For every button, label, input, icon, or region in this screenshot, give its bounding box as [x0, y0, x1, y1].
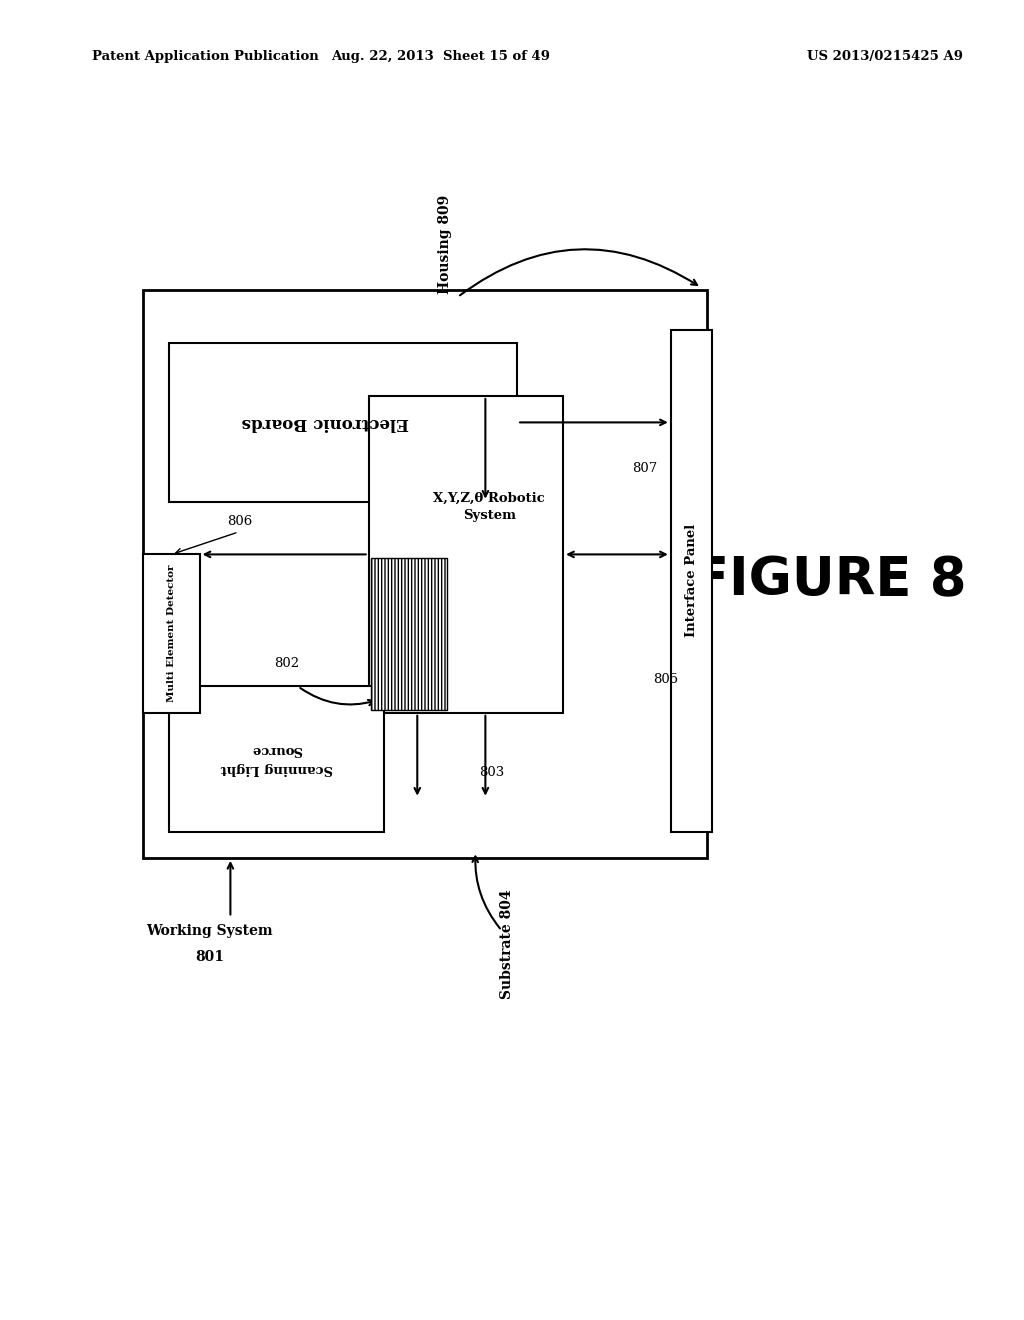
Bar: [369, 396, 563, 713]
Text: FIGURE 8: FIGURE 8: [692, 554, 967, 607]
Text: Patent Application Publication: Patent Application Publication: [92, 50, 318, 63]
Text: US 2013/0215425 A9: US 2013/0215425 A9: [807, 50, 963, 63]
Text: Housing 809: Housing 809: [438, 194, 453, 294]
Text: 803: 803: [479, 766, 505, 779]
Text: Electronic Boards: Electronic Boards: [242, 414, 410, 430]
Text: 806: 806: [227, 515, 253, 528]
Text: 807: 807: [632, 462, 657, 475]
Text: Aug. 22, 2013  Sheet 15 of 49: Aug. 22, 2013 Sheet 15 of 49: [331, 50, 550, 63]
Text: Substrate 804: Substrate 804: [500, 888, 514, 999]
Bar: [169, 343, 517, 502]
Bar: [371, 558, 447, 710]
Text: Interface Panel: Interface Panel: [685, 524, 697, 638]
Bar: [169, 686, 384, 832]
Bar: [143, 554, 200, 713]
Text: X,Y,Z,θ Robotic
System: X,Y,Z,θ Robotic System: [433, 491, 545, 523]
Text: 801: 801: [196, 950, 224, 964]
Bar: [671, 330, 712, 832]
Text: 805: 805: [653, 673, 679, 686]
Bar: [143, 290, 707, 858]
Text: Working System: Working System: [146, 924, 273, 937]
Text: 802: 802: [274, 657, 300, 671]
Text: Scanning Light
Source: Scanning Light Source: [220, 743, 333, 775]
Text: Multi Element Detector: Multi Element Detector: [167, 565, 176, 702]
